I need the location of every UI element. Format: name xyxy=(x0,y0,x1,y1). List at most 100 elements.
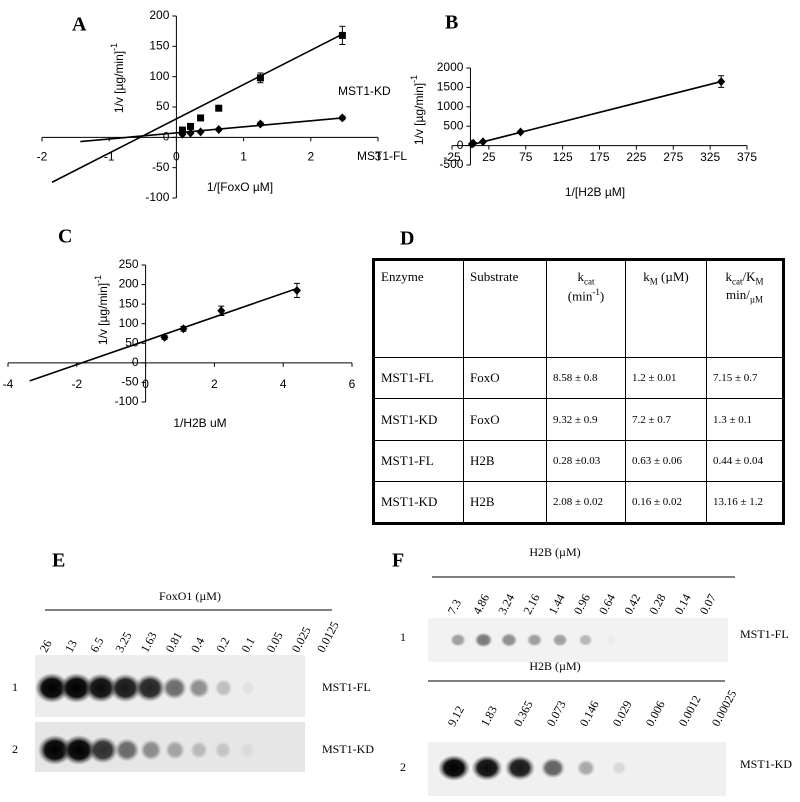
table-cell: 7.15 ± 0.7 xyxy=(706,357,784,400)
header-cell: Enzyme xyxy=(373,258,464,359)
x-axis-label: 1/[FoxO µM] xyxy=(207,180,273,194)
gel-band xyxy=(109,673,142,703)
header-cell: kcat (min-1) xyxy=(546,258,626,359)
y-axis-label-text: 1/v [µg/min] xyxy=(96,283,110,345)
concentration-label: 0.81 xyxy=(163,630,185,655)
concentration-label: 3.24 xyxy=(495,592,517,617)
concentration-label: 0.42 xyxy=(621,592,643,617)
gel-band xyxy=(540,757,566,779)
y-tick-label: 1000 xyxy=(437,99,464,113)
point xyxy=(256,119,265,129)
concentration-label: 1.83 xyxy=(478,704,500,729)
point xyxy=(215,104,223,112)
point xyxy=(478,137,487,147)
table-cell: 0.28 ±0.03 xyxy=(546,439,626,482)
gel-band xyxy=(611,760,627,776)
y-axis-label-superscript: -1 xyxy=(109,43,119,51)
gel-band xyxy=(35,673,69,703)
concentration-label: 0.0125 xyxy=(314,619,342,655)
header-text: ) xyxy=(599,287,605,303)
gel-band xyxy=(240,680,256,696)
concentration-label: 0.05 xyxy=(264,630,286,655)
concentration-label: 3.25 xyxy=(112,630,134,655)
concentration-label: 0.07 xyxy=(697,592,719,617)
y-axis-label-text: 1/v [µg/min] xyxy=(112,51,126,113)
panel-letter: D xyxy=(400,228,414,250)
gel-band xyxy=(38,735,72,765)
point xyxy=(292,285,301,295)
y-tick-label: 200 xyxy=(119,277,139,291)
header-text: cat xyxy=(731,276,743,287)
header-text: cat xyxy=(584,276,595,287)
y-tick-label: 150 xyxy=(119,296,139,310)
x-tick-label: 2 xyxy=(211,377,218,391)
header-text: min/ xyxy=(725,286,750,302)
gel-title: FoxO1 (µM) xyxy=(159,589,221,603)
x-tick-label: 1 xyxy=(240,150,247,164)
table-cell: 9.32 ± 0.9 xyxy=(546,398,626,441)
x-tick-label: 75 xyxy=(519,150,533,164)
gel-band xyxy=(188,677,210,699)
y-tick-label: 0 xyxy=(163,130,170,144)
table-cell: MST1-KD xyxy=(373,480,464,525)
gel-band xyxy=(578,633,593,647)
gel-band xyxy=(214,741,232,759)
x-tick-label: 6 xyxy=(349,377,356,391)
y-tick-label: -50 xyxy=(152,160,170,174)
y-axis-label-superscript: -1 xyxy=(409,75,419,83)
header-text: k xyxy=(725,269,732,284)
x-tick-label: 0 xyxy=(173,150,180,164)
table-row: MST1-FL FoxO 8.58 ± 0.8 1.2 ± 0.01 7.15 ± 0.… xyxy=(373,357,784,400)
gel-band xyxy=(62,735,96,765)
table-cell: H2B xyxy=(463,439,547,482)
concentration-label: 0.1 xyxy=(238,635,257,655)
gel-band xyxy=(165,740,185,760)
header-text: M xyxy=(649,276,658,287)
concentration-label: 13 xyxy=(62,638,80,655)
concentration-label: 4.86 xyxy=(470,592,492,617)
point xyxy=(717,77,726,87)
concentration-label: 6.5 xyxy=(87,635,106,655)
x-tick-label: 275 xyxy=(663,150,683,164)
concentration-label: 0.96 xyxy=(571,592,593,617)
concentration-label: 9.12 xyxy=(445,704,467,729)
row-name: MST1-FL xyxy=(740,627,789,641)
table-cell: 0.44 ± 0.04 xyxy=(706,439,784,482)
kinetics-table: Enzyme Substrate kcat (min-1) kM (µM) kca… xyxy=(372,258,785,525)
point xyxy=(469,138,478,148)
gel-band xyxy=(114,738,140,762)
row-number: 1 xyxy=(400,630,406,644)
point xyxy=(196,127,205,137)
gel-band xyxy=(504,755,536,781)
y-tick-label: 250 xyxy=(119,257,139,271)
table-row: MST1-KD H2B 2.08 ± 0.02 0.16 ± 0.02 13.16 ± … xyxy=(373,480,784,525)
gel-band xyxy=(474,632,493,648)
concentration-label: 0.006 xyxy=(643,698,668,728)
point xyxy=(187,122,195,130)
y-tick-label: 0 xyxy=(457,138,464,152)
row-name: MST1-KD xyxy=(322,742,374,756)
table-cell: 8.58 ± 0.8 xyxy=(546,357,626,400)
gel-band xyxy=(552,633,568,647)
gel-band xyxy=(606,635,617,645)
concentration-label: 7.3 xyxy=(445,597,464,617)
point xyxy=(214,124,223,134)
y-tick-label: 50 xyxy=(156,99,170,113)
gel-band xyxy=(59,673,94,703)
table-cell: FoxO xyxy=(463,398,547,441)
concentration-label: 0.146 xyxy=(577,698,602,728)
gel-band xyxy=(526,633,543,647)
concentration-label: 26 xyxy=(37,638,55,655)
panel-letter: C xyxy=(58,226,72,248)
table-cell: MST1-FL xyxy=(373,439,464,482)
table-cell: 13.16 ± 1.2 xyxy=(706,480,784,525)
concentration-label: 0.029 xyxy=(610,698,635,728)
row-number: 2 xyxy=(12,742,18,756)
trendline xyxy=(470,80,722,146)
gel-band xyxy=(190,741,208,759)
y-tick-label: -50 xyxy=(121,375,139,389)
point xyxy=(217,306,226,316)
table-cell: 7.2 ± 0.7 xyxy=(625,398,707,441)
header-text: (min xyxy=(567,287,593,303)
